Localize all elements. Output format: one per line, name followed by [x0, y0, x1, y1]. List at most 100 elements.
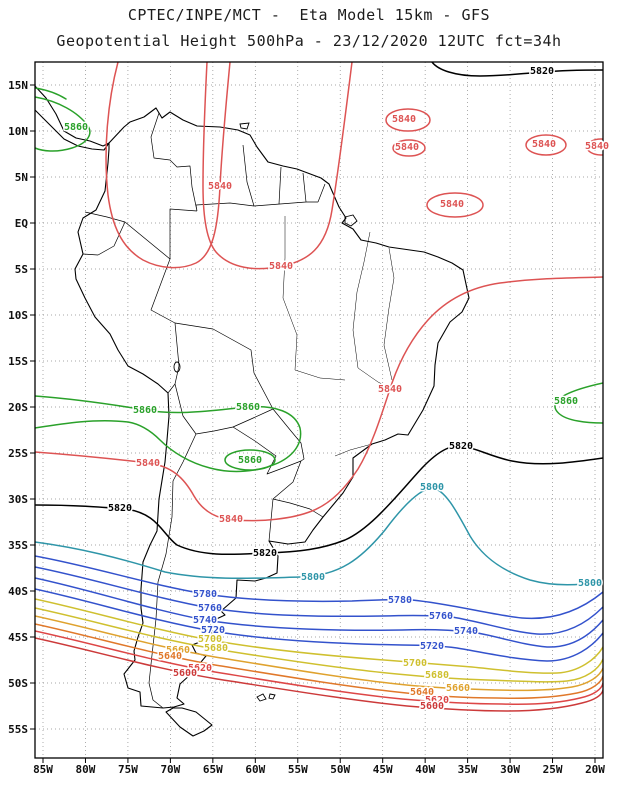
contour-label: 5620 — [425, 695, 449, 706]
lat-tick-label: 25S — [8, 447, 28, 460]
contour-label: 5840 — [219, 514, 243, 525]
contour-line-5660 — [35, 615, 603, 692]
lat-tick-label: 5S — [15, 263, 28, 276]
contour-label: 5860 — [238, 455, 262, 466]
lon-tick-label: 30W — [500, 763, 520, 776]
contour-label: 5840 — [395, 142, 419, 153]
contour-label: 5820 — [108, 503, 132, 514]
lat-tick-label: EQ — [15, 217, 29, 230]
contour-label: 5840 — [136, 458, 160, 469]
contour-label: 5700 — [198, 634, 222, 645]
lon-tick-label: 75W — [118, 763, 138, 776]
contour-label: 5660 — [446, 683, 470, 694]
lat-tick-label: 45S — [8, 631, 28, 644]
contour-label: 5760 — [429, 611, 453, 622]
contour-line-5860-central — [35, 395, 302, 473]
country-borders — [82, 112, 326, 709]
contour-label: 5640 — [410, 687, 434, 698]
contour-label: 5740 — [193, 615, 217, 626]
contour-label: 5800 — [420, 482, 444, 493]
contour-label: 5720 — [201, 625, 225, 636]
chart-title-line2: Geopotential Height 500hPa - 23/12/2020 … — [56, 32, 562, 50]
axis-labels: 85W 80W 75W 70W 65W 60W 55W 50W 45W 40W 35W 30W 25W 2… — [8, 79, 605, 776]
contour-line-5840-colombia — [105, 62, 231, 269]
contour-line-5820-south — [35, 445, 603, 556]
contour-label: 5640 — [158, 651, 182, 662]
lon-tick-label: 20W — [585, 763, 605, 776]
lon-tick-label: 55W — [288, 763, 308, 776]
lon-tick-label: 50W — [330, 763, 350, 776]
contour-label: 5700 — [403, 658, 427, 669]
lat-tick-label: 40S — [8, 585, 28, 598]
falkland-islands — [256, 693, 276, 702]
contour-labels: 5820 5860 5840 5840 5840 5840 5840 5840 5840 5840… — [62, 65, 610, 714]
contour-line-5760 — [35, 566, 603, 635]
contour-label: 5660 — [166, 645, 190, 656]
contour-label: 5760 — [198, 603, 222, 614]
lat-tick-label: 20S — [8, 401, 28, 414]
contour-line-5860-nw — [35, 96, 91, 152]
contour-line-5840-amazon — [202, 62, 353, 270]
lat-tick-label: 55S — [8, 723, 28, 736]
contour-line-5740 — [35, 577, 603, 648]
contour-label: 5680 — [204, 643, 228, 654]
contour-cell-5840-a — [385, 108, 431, 132]
contour-label: 5680 — [425, 670, 449, 681]
contour-label: 5860 — [554, 396, 578, 407]
contour-label: 5820 — [530, 66, 554, 77]
contour-line-5860-east — [554, 382, 603, 424]
contour-line-5840-south — [35, 276, 603, 522]
contour-line-5780 — [35, 555, 603, 620]
tierra-del-fuego-coastline — [165, 707, 213, 737]
central-america-coastline — [35, 85, 110, 151]
contour-label: 5840 — [269, 261, 293, 272]
lon-tick-label: 40W — [415, 763, 435, 776]
lake-titicaca — [173, 361, 181, 373]
lon-tick-label: 60W — [245, 763, 265, 776]
contour-cell-5840-d — [525, 134, 567, 156]
contour-line-5600 — [35, 637, 603, 712]
contour-line-5800 — [35, 487, 603, 586]
contour-label: 5840 — [585, 141, 609, 152]
contour-line-5680 — [35, 607, 603, 683]
plot-frame — [34, 61, 604, 759]
contour-label: 5840 — [378, 384, 402, 395]
contour-line-5700 — [35, 598, 603, 674]
contour-cell-5840-e — [586, 138, 603, 156]
contour-line-5820-north — [431, 62, 603, 77]
lat-tick-label: 30S — [8, 493, 28, 506]
contour-line-5640 — [35, 623, 603, 699]
contour-label: 5800 — [301, 572, 325, 583]
contour-label: 5840 — [208, 181, 232, 192]
contour-cell-5840-b — [392, 139, 426, 157]
lat-tick-label: 35S — [8, 539, 28, 552]
lon-tick-label: 80W — [76, 763, 96, 776]
contour-label: 5620 — [188, 663, 212, 674]
lon-tick-label: 85W — [33, 763, 53, 776]
chart-title-line1: CPTEC/INPE/MCT - Eta Model 15km - GFS — [127, 6, 491, 24]
contour-cell-5860 — [224, 449, 276, 471]
contour-label: 5860 — [133, 405, 157, 416]
contour-label: 5780 — [388, 595, 412, 606]
contour-label: 5600 — [420, 701, 444, 712]
contour-line-5860-corner — [35, 87, 67, 100]
contour-line-5720 — [35, 588, 603, 662]
contour-label: 5840 — [440, 199, 464, 210]
contour-label: 5840 — [392, 114, 416, 125]
contour-lines — [35, 62, 603, 712]
brazil-state-borders — [282, 216, 399, 457]
contour-label: 5740 — [454, 626, 478, 637]
grid-lines — [35, 62, 603, 758]
contour-label: 5860 — [236, 402, 260, 413]
contour-label: 5780 — [193, 589, 217, 600]
contour-label: 5600 — [173, 668, 197, 679]
contour-label: 5720 — [420, 641, 444, 652]
lon-tick-label: 45W — [373, 763, 393, 776]
contour-label: 5820 — [449, 441, 473, 452]
contour-label: 5820 — [253, 548, 277, 559]
lon-tick-label: 65W — [203, 763, 223, 776]
contour-line-5620 — [35, 630, 603, 705]
lat-tick-label: 15S — [8, 355, 28, 368]
